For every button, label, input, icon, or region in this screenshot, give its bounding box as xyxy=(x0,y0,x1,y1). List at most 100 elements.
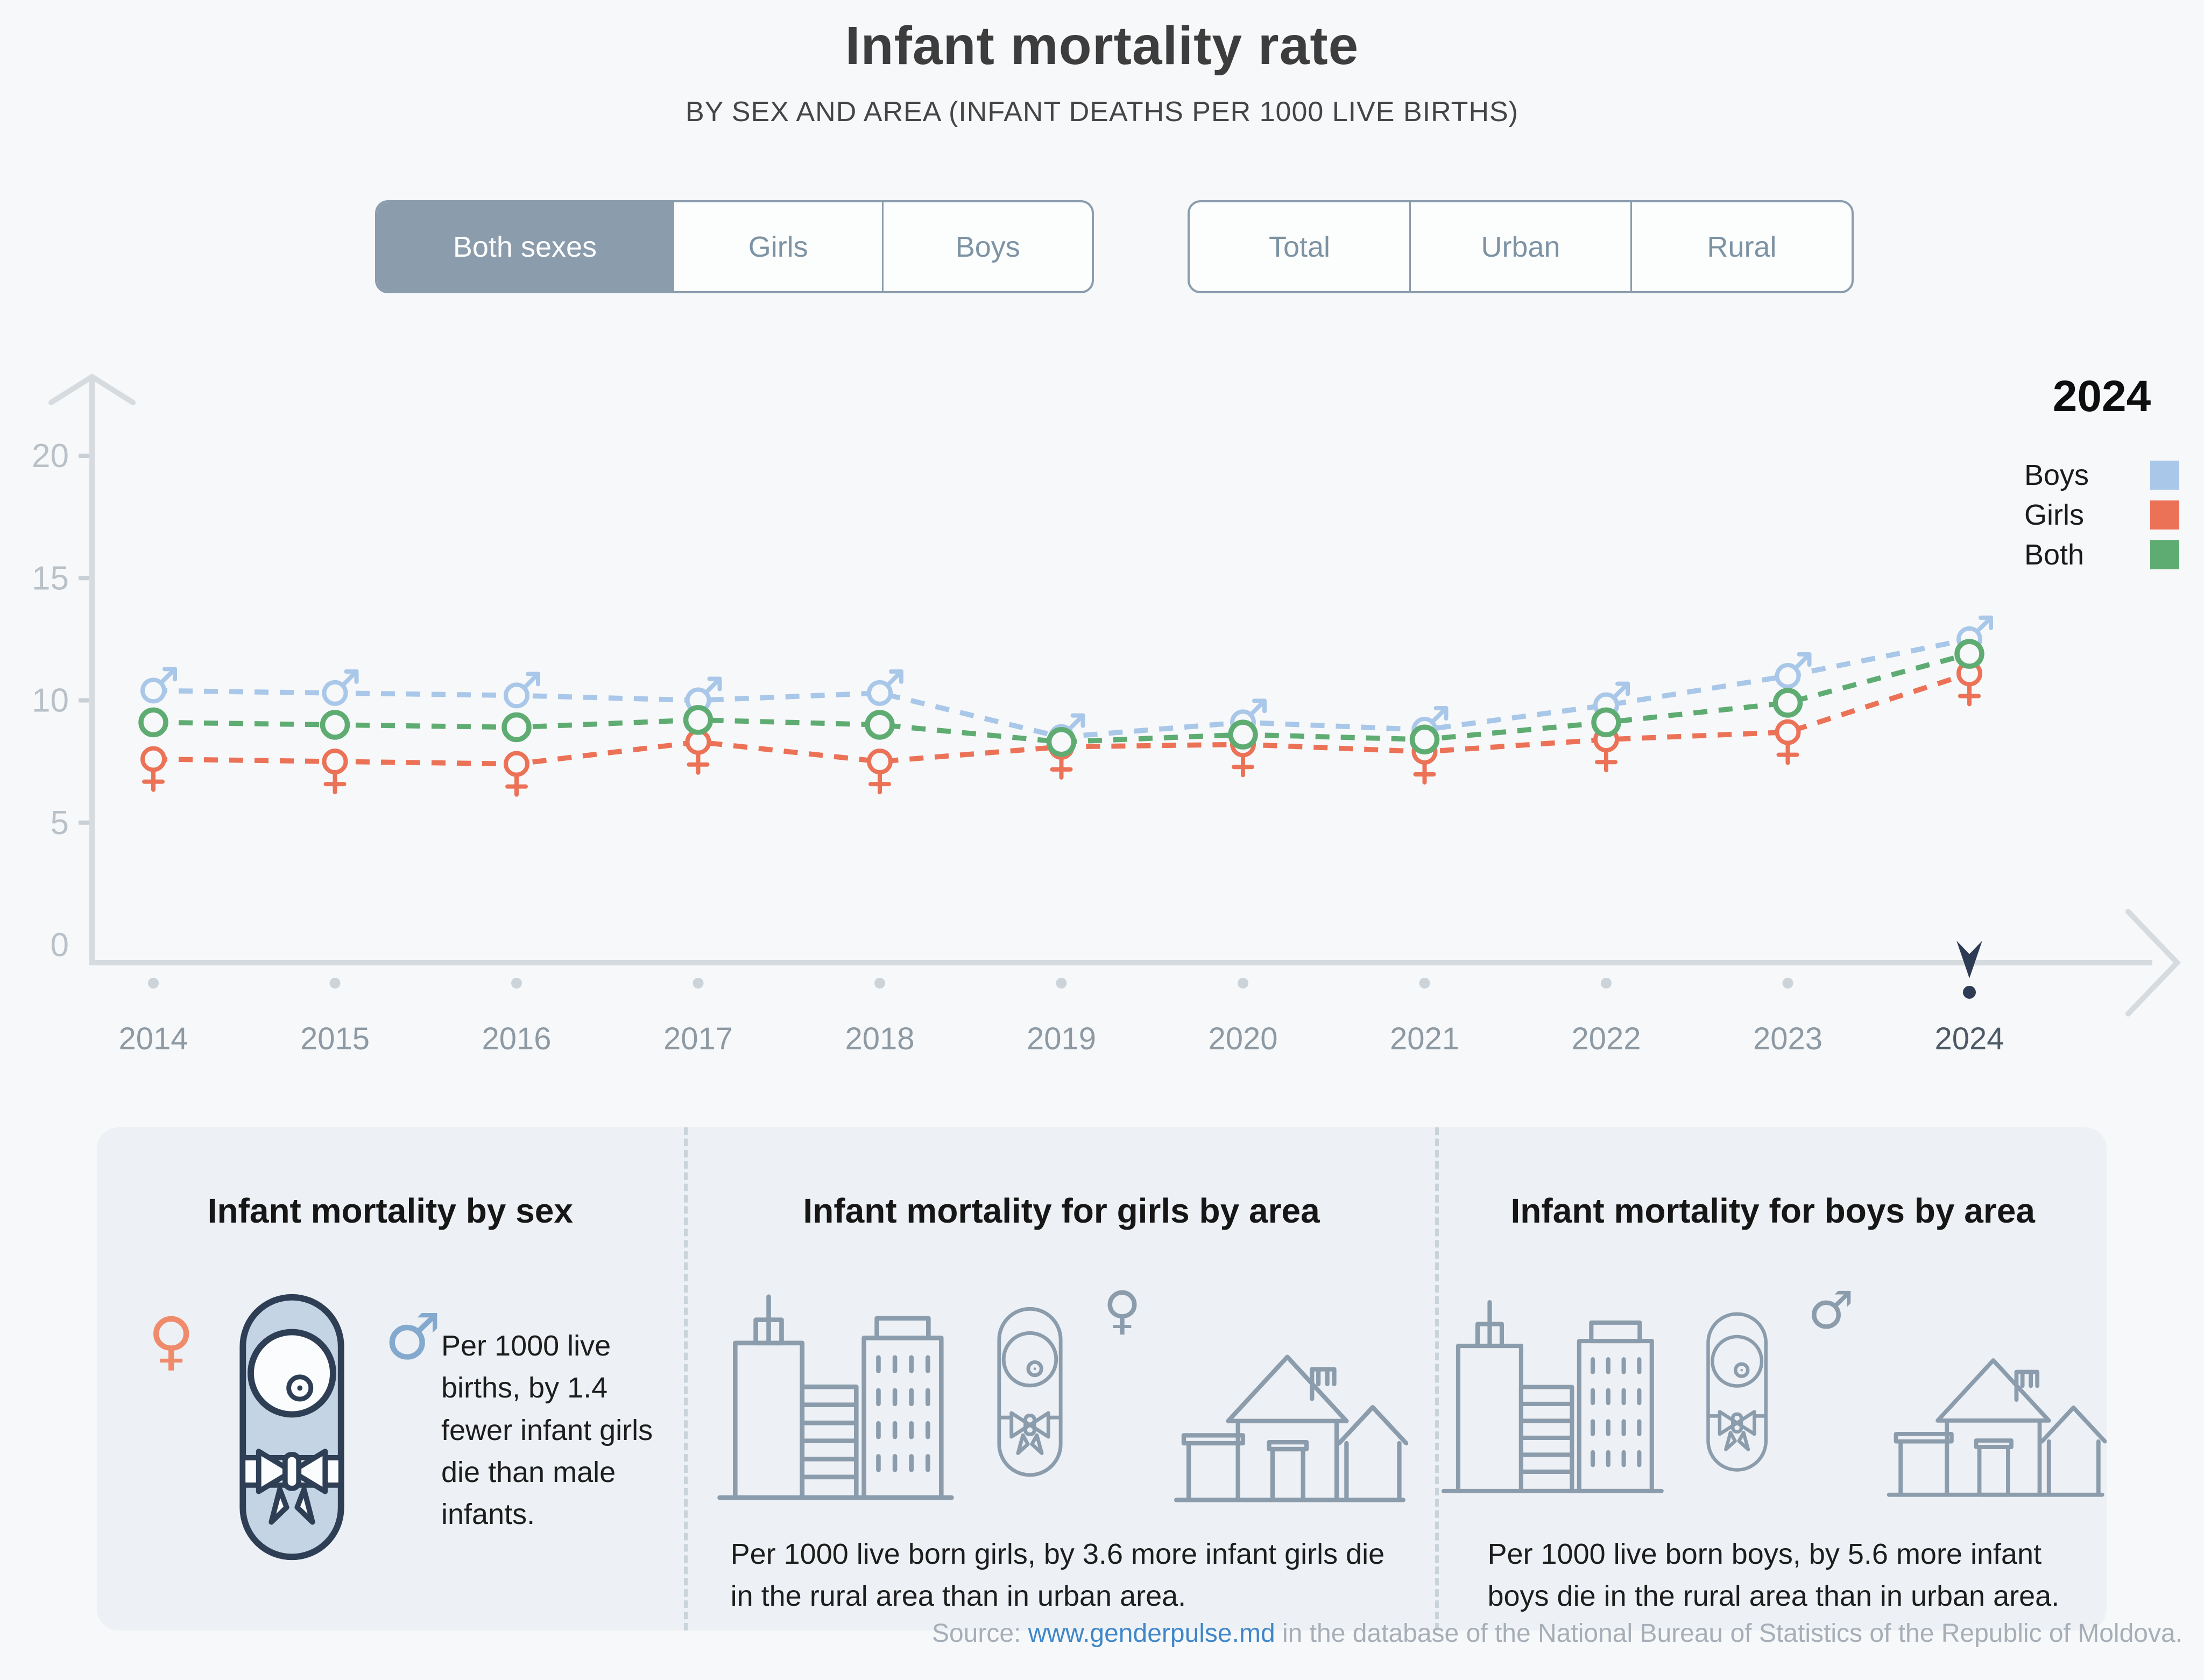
x-axis-year-label: 2020 xyxy=(1208,1021,1277,1056)
marker-boys-2017 xyxy=(685,676,722,714)
x-axis-year-label: 2015 xyxy=(300,1021,370,1056)
series-line-boys xyxy=(153,637,1970,740)
legend-swatch-girls xyxy=(2150,500,2179,530)
year-dot xyxy=(693,978,704,989)
x-axis-year-label: 2018 xyxy=(845,1021,914,1056)
legend-item-boys: Boys xyxy=(2024,455,2179,495)
toggle-boys[interactable]: Boys xyxy=(882,202,1092,291)
source-line: Source: www.genderpulse.md in the databa… xyxy=(932,1619,2182,1648)
marker-both-2014 xyxy=(138,707,168,738)
marker-both-2016 xyxy=(501,712,532,743)
year-dot xyxy=(148,978,159,989)
baby-icon xyxy=(239,1294,344,1561)
x-axis-year-label: 2016 xyxy=(482,1021,551,1056)
marker-girls-2018 xyxy=(867,749,893,795)
card-girls-by-area: Infant mortality for girls by area xyxy=(683,1127,1436,1630)
female-symbol-icon: ♀ xyxy=(148,1303,195,1378)
marker-both-2023 xyxy=(1772,688,1803,718)
baby-sex-icons: ♀ ♂ xyxy=(148,1263,441,1564)
y-axis-label: 5 xyxy=(51,804,69,842)
toggle-both-sexes[interactable]: Both sexes xyxy=(377,202,673,291)
legend-label-boys: Boys xyxy=(2024,459,2089,491)
baby-icon xyxy=(997,1307,1063,1477)
y-axis-label: 10 xyxy=(32,682,69,719)
source-prefix: Source: xyxy=(931,1619,1028,1648)
x-axis-year-label: 2017 xyxy=(663,1021,733,1056)
marker-boys-2014 xyxy=(140,667,177,704)
y-axis-tick xyxy=(79,820,94,825)
card-text: Per 1000 live born girls, by 3.6 more in… xyxy=(730,1538,1385,1613)
marker-both-2022 xyxy=(1591,707,1621,738)
male-symbol-icon: ♂ xyxy=(1807,1280,1854,1340)
marker-boys-2016 xyxy=(504,672,540,709)
legend-swatch-both xyxy=(2150,540,2179,569)
baby-icon xyxy=(1706,1312,1768,1472)
card-mortality-by-sex: Infant mortality by sex ♀ ♂ xyxy=(97,1127,684,1630)
marker-girls-2023 xyxy=(1775,719,1801,765)
y-axis-arrow-icon xyxy=(48,373,136,405)
girls-area-icons: ♀ xyxy=(688,1263,1436,1505)
year-dot xyxy=(1238,978,1248,989)
city-icon xyxy=(717,1294,955,1500)
marker-boys-2015 xyxy=(322,669,359,706)
marker-both-2018 xyxy=(865,710,895,740)
card-boys-by-area: Infant mortality for boys by area xyxy=(1435,1127,2107,1630)
year-dot xyxy=(511,978,522,989)
area-toggle-group: Total Urban Rural xyxy=(1188,200,1854,293)
page-subtitle: BY SEX AND AREA (INFANT DEATHS PER 1000 … xyxy=(685,96,1518,128)
x-axis-year-label: 2024 xyxy=(1934,1021,2004,1056)
marker-boys-2018 xyxy=(867,669,903,706)
y-axis-label: 20 xyxy=(32,437,69,475)
city-icon xyxy=(1442,1300,1664,1493)
marker-both-2015 xyxy=(320,710,350,740)
card-title: Infant mortality for boys by area xyxy=(1510,1191,2035,1230)
marker-girls-2017 xyxy=(685,729,711,775)
x-axis-year-label: 2022 xyxy=(1571,1021,1641,1056)
marker-both-2024 xyxy=(1954,639,1984,669)
y-axis-tick xyxy=(79,698,94,703)
toggle-urban[interactable]: Urban xyxy=(1409,202,1630,291)
marker-girls-2016 xyxy=(504,751,529,797)
marker-both-2021 xyxy=(1409,724,1440,754)
year-dot xyxy=(329,978,341,989)
x-axis-year-label: 2023 xyxy=(1753,1021,1822,1056)
toggle-girls[interactable]: Girls xyxy=(672,202,882,291)
year-dot xyxy=(1056,978,1067,989)
y-axis-label: 15 xyxy=(32,560,69,597)
y-axis-label: 0 xyxy=(51,927,69,964)
highlight-year-dot xyxy=(1963,986,1976,999)
marker-girls-2015 xyxy=(322,749,348,795)
year-dot xyxy=(1419,978,1430,989)
legend-label-girls: Girls xyxy=(2024,499,2084,531)
card-title: Infant mortality for girls by area xyxy=(803,1191,1320,1230)
highlight-year-pointer-icon xyxy=(1956,941,1982,978)
source-suffix: in the database of the National Bureau o… xyxy=(1275,1619,2182,1648)
legend-item-girls: Girls xyxy=(2024,495,2179,535)
x-axis-arrow-icon xyxy=(2125,909,2181,1017)
male-symbol-icon: ♂ xyxy=(384,1300,441,1374)
house-icon xyxy=(1887,1358,2107,1497)
marker-girls-2024 xyxy=(1956,660,1982,707)
year-dot xyxy=(1782,978,1793,989)
y-axis-tick xyxy=(79,576,94,581)
x-axis-year-label: 2019 xyxy=(1027,1021,1096,1056)
legend-year: 2024 xyxy=(2052,372,2151,421)
year-dot xyxy=(1601,978,1612,989)
card-text: Per 1000 live births, by 1.4 fewer infan… xyxy=(441,1330,653,1531)
source-link[interactable]: www.genderpulse.md xyxy=(1028,1619,1275,1648)
marker-both-2019 xyxy=(1046,727,1077,757)
x-axis-year-label: 2014 xyxy=(118,1021,188,1056)
info-cards: Infant mortality by sex ♀ ♂ xyxy=(97,1127,2107,1630)
x-axis-year-label: 2021 xyxy=(1390,1021,1459,1056)
page-title: Infant mortality rate xyxy=(845,16,1359,76)
toggle-total[interactable]: Total xyxy=(1268,230,1331,263)
card-text: Per 1000 live born boys, by 5.6 more inf… xyxy=(1487,1538,2060,1613)
card-title: Infant mortality by sex xyxy=(207,1191,573,1230)
y-axis-tick xyxy=(79,454,94,458)
marker-both-2020 xyxy=(1228,719,1258,750)
line-chart: 0 5 10 15 20 2014 2015 2016 2017 2018 2019 2020 2021… xyxy=(32,373,2181,1056)
legend-label-both: Both xyxy=(2024,539,2085,571)
year-dot xyxy=(874,978,885,989)
toggle-rural[interactable]: Rural xyxy=(1630,202,1852,291)
